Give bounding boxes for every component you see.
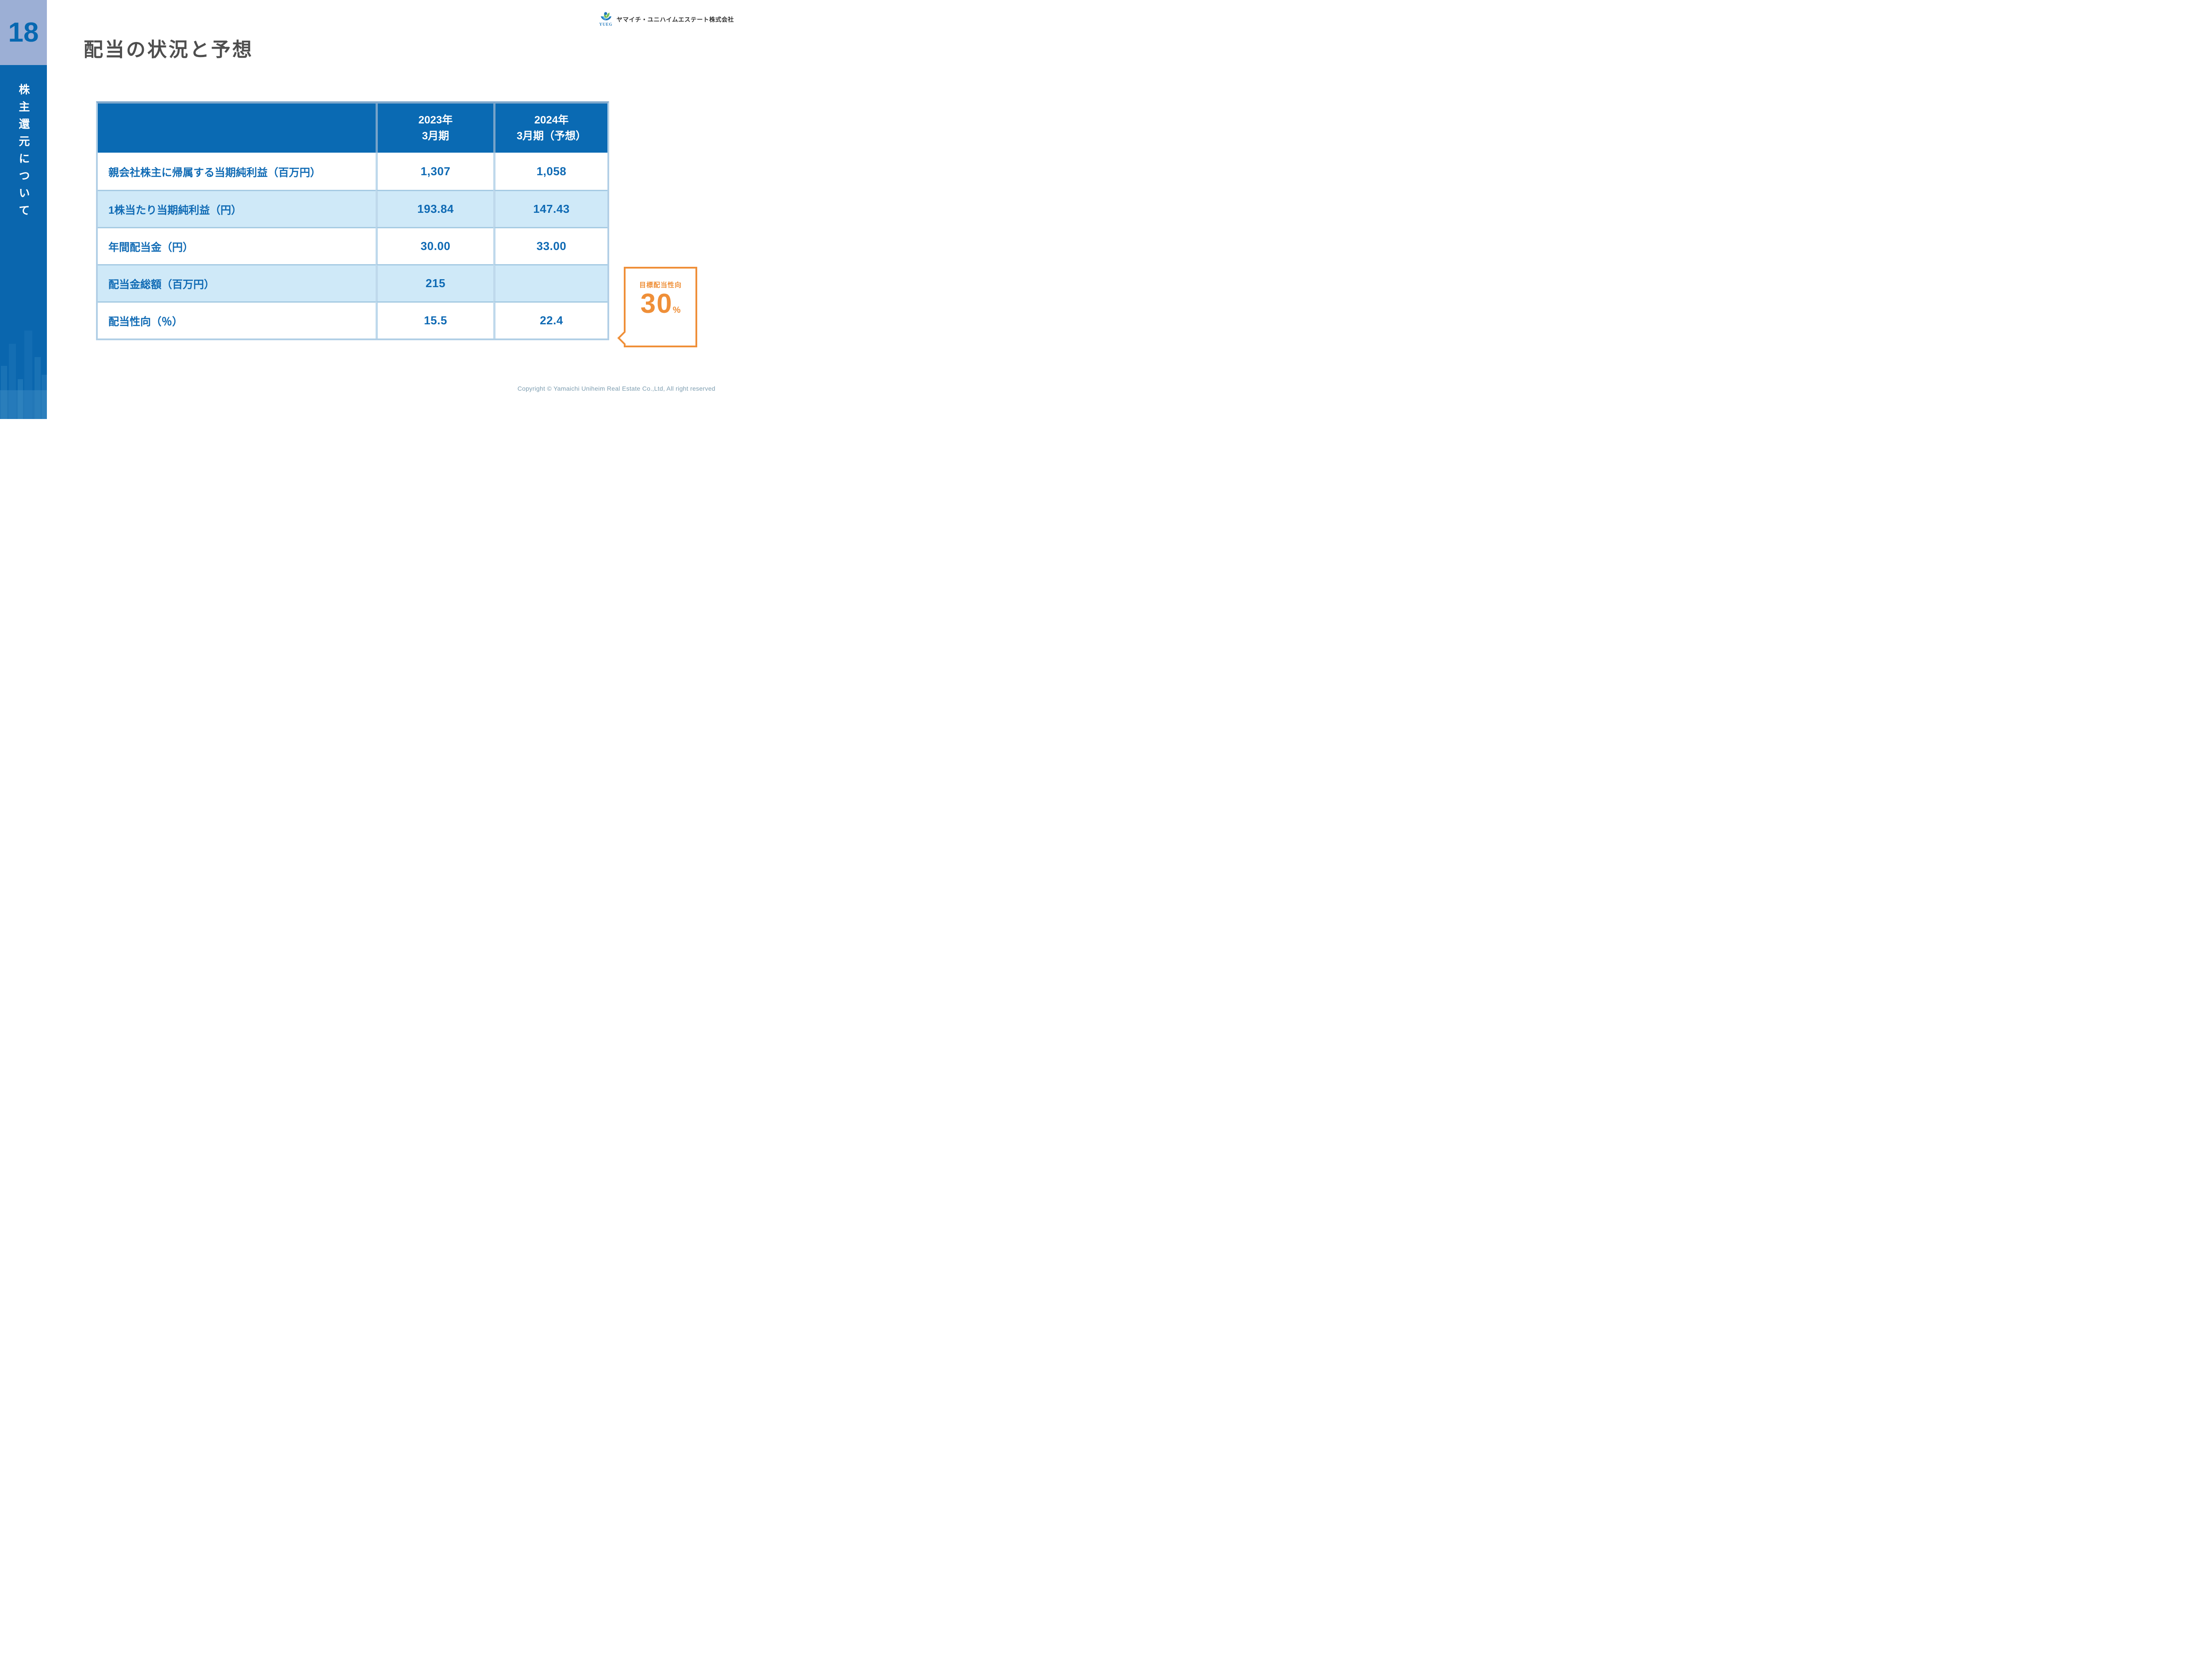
row-label-net-income: 親会社株主に帰属する当期純利益（百万円）: [108, 166, 321, 179]
cell-net-income-fy2024: 1,058: [493, 153, 607, 190]
cell-eps-fy2024: 147.43: [493, 190, 607, 227]
callout-caption: 目標配当性向: [639, 281, 682, 289]
cell-eps-fy2023: 193.84: [376, 190, 493, 227]
sidebar: 株主還元について: [0, 65, 47, 419]
table-header-empty: [98, 104, 376, 153]
header-fy2023-line1: 2023年: [418, 114, 453, 126]
logo-yueg-text: YUEG: [599, 22, 613, 27]
city-silhouette-decoration: [0, 331, 47, 419]
row-label-annual-dividend: 年間配当金（円）: [98, 227, 376, 264]
header-fy2024-line1: 2024年: [534, 114, 569, 126]
cell-payout-ratio-fy2024: 22.4: [493, 301, 607, 338]
cell-net-income-fy2023: 1,307: [376, 153, 493, 190]
cell-total-dividend-fy2024: [493, 264, 607, 301]
table-header-fy2024: 2024年 3月期（予想）: [493, 104, 607, 153]
page-number-box: 18: [0, 0, 47, 65]
row-label-eps: 1株当たり当期純利益（円）: [98, 190, 376, 227]
dividend-table: 2023年 3月期 2024年 3月期（予想） 親会社株主に帰属する当期純利益（…: [96, 101, 609, 340]
cell-total-dividend-fy2023: 215: [376, 264, 493, 301]
logo-figure-icon: [600, 12, 611, 20]
header-fy2024-line2: 3月期（予想）: [516, 130, 587, 142]
company-name: ヤマイチ・ユニハイムエステート株式会社: [616, 16, 734, 23]
sidebar-section-label: 株主還元について: [17, 84, 30, 222]
cell-payout-ratio-fy2023: 15.5: [376, 301, 493, 338]
page-title: 配当の状況と予想: [84, 39, 253, 61]
company-logo: YUEG ヤマイチ・ユニハイムエステート株式会社: [599, 12, 734, 27]
row-label-total-dividend: 配当金総額（百万円）: [98, 264, 376, 301]
slide: 18 株主還元について 配当の状況と予想 YUEG ヤマイチ・ユ: [0, 0, 743, 419]
table-header-fy2023: 2023年 3月期: [376, 104, 493, 153]
callout-tail-pointer: [617, 331, 631, 345]
cell-annual-dividend-fy2024: 33.00: [493, 227, 607, 264]
header-fy2023-line2: 3月期: [422, 130, 449, 142]
logo-mark: YUEG: [599, 12, 613, 27]
callout-unit: %: [672, 305, 681, 315]
callout-value: 30: [640, 288, 673, 319]
callout-value-row: 30 %: [626, 290, 695, 318]
cell-annual-dividend-fy2023: 30.00: [376, 227, 493, 264]
target-payout-callout: 目標配当性向 30 %: [617, 267, 697, 347]
copyright-text: Copyright © Yamaichi Uniheim Real Estate…: [517, 385, 715, 392]
page-number: 18: [8, 17, 39, 48]
row-label-payout-ratio: 配当性向（％）: [98, 301, 376, 338]
